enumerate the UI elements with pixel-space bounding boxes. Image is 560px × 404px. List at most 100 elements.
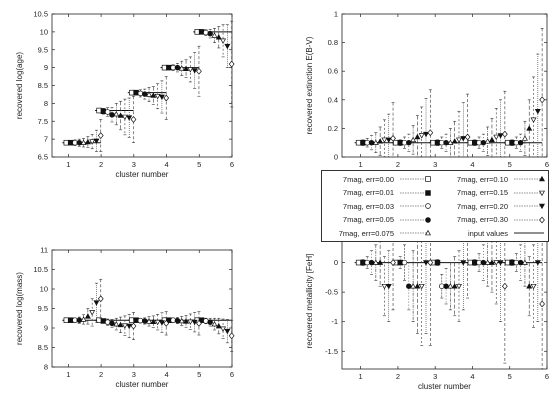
data-point	[526, 125, 533, 131]
series-5	[372, 120, 528, 158]
data-point	[187, 67, 194, 73]
x-tick-label: 3	[433, 160, 437, 169]
data-point	[141, 318, 148, 324]
x-tick-label: 2	[99, 160, 103, 169]
series-3	[72, 317, 209, 326]
x-tick-label: 6	[230, 160, 234, 169]
y-tick-label: -0.5	[325, 288, 338, 297]
series-8	[385, 53, 541, 158]
data-point	[372, 139, 379, 145]
y-tick-label: 8.5	[38, 343, 48, 352]
x-tick-label: 6	[545, 160, 549, 169]
series-7	[381, 232, 537, 346]
plot-frame	[341, 13, 548, 158]
data-point	[418, 283, 425, 290]
data-point	[93, 138, 100, 145]
y-tick-label: 7	[44, 135, 48, 144]
legend-label: 7mag, err=0.30	[456, 215, 508, 224]
data-point	[84, 138, 91, 145]
data-point	[183, 318, 190, 324]
data-point	[130, 322, 137, 330]
y-tick-label: 9	[44, 63, 48, 72]
data-point	[187, 319, 194, 325]
x-tick-label: 2	[396, 372, 400, 381]
series-1	[63, 29, 201, 146]
data-point	[455, 283, 462, 290]
data-point	[493, 134, 500, 141]
data-point	[196, 67, 202, 75]
data-point	[126, 323, 133, 330]
data-point	[385, 283, 392, 290]
data-point	[460, 136, 467, 142]
data-point	[434, 259, 441, 266]
legend-sample	[400, 216, 431, 223]
data-point	[117, 321, 124, 328]
data-point	[191, 319, 198, 326]
y-tick-label: 9	[44, 324, 48, 333]
data-point	[117, 112, 124, 118]
series-1	[355, 259, 511, 266]
y-tick-label: 6.5	[38, 153, 48, 162]
x-tick-label: 6	[545, 372, 549, 381]
data-point	[539, 300, 545, 308]
legend-item: 7mag, err=0.075	[324, 228, 432, 238]
series-4	[76, 29, 213, 147]
data-point	[126, 115, 133, 121]
data-point	[97, 295, 104, 303]
legend-item: 7mag, err=0.00	[324, 174, 432, 184]
data-point	[451, 283, 458, 289]
data-point	[215, 34, 222, 40]
x-tick-label: 4	[470, 372, 474, 381]
plot-frame	[51, 249, 233, 368]
y-tick-label: 10	[40, 27, 48, 36]
series-2	[360, 139, 515, 146]
x-axis-label: cluster number	[116, 380, 169, 389]
series-3	[364, 244, 520, 299]
y-tick-label: -1	[331, 317, 338, 326]
series-5	[372, 238, 528, 322]
legend-item: 7mag, err=0.20	[438, 201, 546, 211]
data-point	[423, 260, 430, 266]
plot-3: 1 2 3 4 5 6 8 8.5 9 9.5 10 10.5 11 cluster number reco…	[15, 246, 235, 389]
data-point	[455, 137, 462, 143]
data-point	[121, 114, 128, 121]
data-point	[146, 318, 153, 324]
data-point	[493, 260, 500, 266]
legend-label: 7mag, err=0.075	[338, 228, 394, 238]
data-point	[377, 259, 384, 265]
legend-sample	[400, 203, 431, 209]
y-tick-label: 0.8	[328, 38, 338, 47]
legend-marker	[425, 203, 431, 209]
series-6	[377, 232, 533, 334]
data-point	[381, 137, 388, 143]
data-point	[113, 320, 120, 327]
data-point	[464, 133, 471, 141]
data-point	[381, 283, 388, 290]
series-8	[93, 282, 231, 344]
legend-item: 7mag, err=0.10	[438, 174, 546, 184]
data-point	[460, 260, 467, 266]
y-tick-label: 9.5	[38, 304, 48, 313]
data-point	[451, 138, 458, 144]
series-9	[390, 27, 545, 158]
data-point	[530, 283, 537, 290]
y-tick-label: 0.4	[328, 95, 338, 104]
x-tick-label: 4	[164, 370, 168, 379]
legend-label: 7mag, err=0.05	[342, 215, 394, 224]
data-point	[113, 110, 120, 117]
data-point	[443, 139, 449, 146]
data-point	[488, 136, 495, 143]
y-axis-label: recovered log(age)	[15, 52, 24, 119]
data-point	[534, 108, 541, 115]
data-point	[539, 96, 545, 104]
legend-sample	[514, 232, 544, 234]
series-7	[89, 298, 227, 339]
data-point	[163, 94, 170, 102]
x-tick-label: 2	[99, 370, 103, 379]
data-point	[517, 259, 524, 266]
data-point	[501, 130, 508, 138]
x-tick-label: 5	[508, 372, 512, 381]
data-point	[97, 132, 104, 139]
data-point	[480, 259, 487, 266]
